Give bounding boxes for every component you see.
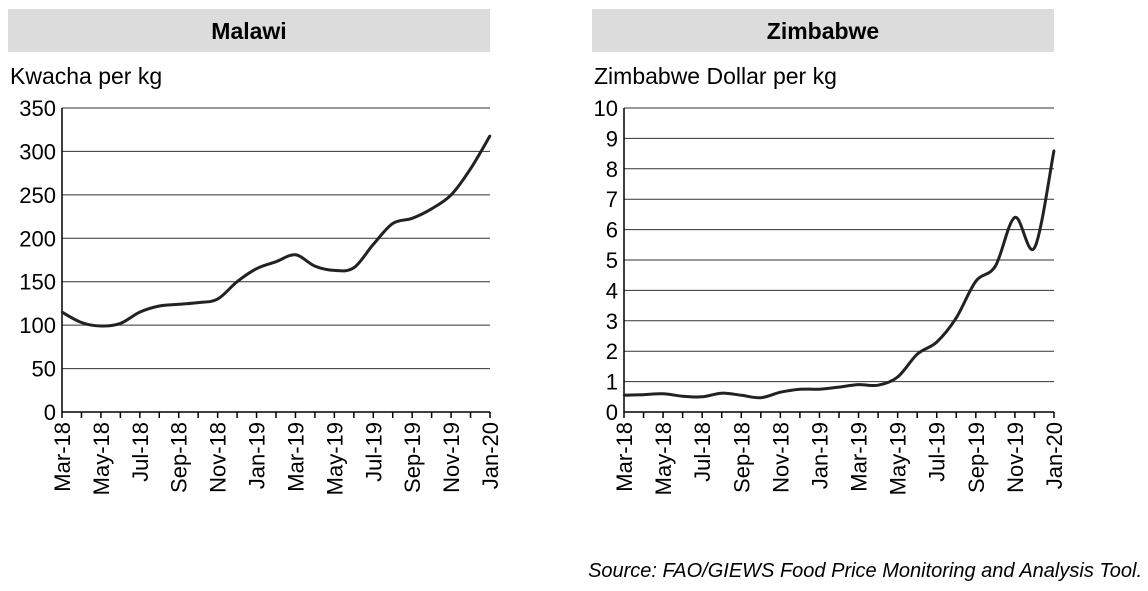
chart-1-data-point-10 <box>255 267 258 270</box>
chart-1-y-tick-label-7: 350 <box>19 96 56 121</box>
chart-2-data-point-0 <box>622 394 626 397</box>
chart-1-x-tick-label-12: Mar-19 <box>283 422 308 492</box>
chart-1-data-point-8 <box>216 297 219 301</box>
chart-2-data-point-16 <box>935 340 938 344</box>
chart-1-data-point-16 <box>372 243 375 246</box>
chart-1-x-tick-label-16: Jul-19 <box>361 422 386 482</box>
chart-2-data-point-15 <box>916 353 919 356</box>
chart-1-y-tick-label-0: 0 <box>44 400 56 425</box>
chart-2-data-point-12 <box>857 383 860 386</box>
chart-2-y-tick-label-7: 7 <box>606 187 618 212</box>
chart-2-x-tick-label-6: Sep-18 <box>729 422 754 493</box>
chart-2-data-point-18 <box>974 280 977 283</box>
chart-2-y-tick-label-3: 3 <box>606 309 618 334</box>
chart-1-data-point-17 <box>391 222 394 225</box>
chart-1-data-point-12 <box>294 253 297 256</box>
chart-2-x-tick-label-20: Nov-19 <box>1003 422 1028 493</box>
chart-1-title-bar <box>8 9 490 52</box>
chart-1-data-point-5 <box>158 304 161 308</box>
chart-1-x-tick-label-14: May-19 <box>322 422 347 495</box>
chart-1-title: Malawi <box>211 18 286 44</box>
chart-2-x-tick-label-22: Jan-20 <box>1042 422 1067 489</box>
chart-1-data-point-21 <box>469 167 472 170</box>
chart-2-data-point-10 <box>818 388 821 391</box>
chart-2-title: Zimbabwe <box>767 18 879 44</box>
chart-1-data-point-18 <box>411 217 414 220</box>
chart-2-title-bar <box>592 9 1054 52</box>
chart-1-x-tick-label-20: Nov-19 <box>439 422 464 493</box>
chart-2-data-point-7 <box>759 396 762 399</box>
chart-1-x-tick-label-6: Sep-18 <box>167 422 192 493</box>
chart-2-y-tick-label-9: 9 <box>606 126 618 151</box>
chart-2-x-tick-label-0: Mar-18 <box>612 422 637 492</box>
chart-2-data-point-17 <box>955 316 958 319</box>
chart-2-data-point-21 <box>1033 246 1036 249</box>
chart-2-x-tick-label-2: May-18 <box>651 422 676 495</box>
chart-1-y-tick-label-3: 150 <box>19 270 56 295</box>
chart-1-x-tick-label-18: Sep-19 <box>400 422 425 493</box>
chart-1-data-point-20 <box>449 193 453 197</box>
chart-1-y-axis-label: Kwacha per kg <box>10 63 162 89</box>
chart-2-x-tick-label-4: Jul-18 <box>690 422 715 482</box>
chart-2-y-tick-label-6: 6 <box>606 218 618 243</box>
chart-1-data-point-14 <box>333 269 336 272</box>
chart-2-data-point-19 <box>994 264 997 268</box>
chart-1-y-tick-label-2: 100 <box>19 313 56 338</box>
chart-1-data-point-2 <box>99 324 103 328</box>
chart-2-x-tick-label-16: Jul-19 <box>925 422 950 482</box>
chart-2-data-point-2 <box>661 392 665 395</box>
chart-1-x-tick-label-22: Jan-20 <box>478 422 503 489</box>
chart-1-x-tick-label-4: Jul-18 <box>128 422 153 482</box>
chart-1-series-line-0 <box>61 135 492 328</box>
chart-1-data-point-1 <box>80 321 83 324</box>
chart-1-data-point-11 <box>274 260 278 263</box>
chart-1-data-point-9 <box>235 280 239 283</box>
chart-2-x-tick-label-14: May-19 <box>886 422 911 495</box>
source-note: Source: FAO/GIEWS Food Price Monitoring … <box>588 560 1142 582</box>
chart-2-y-tick-label-4: 4 <box>606 278 618 303</box>
chart-1-data-point-15 <box>352 266 355 269</box>
chart-2-data-point-9 <box>798 388 802 391</box>
chart-2-series-line-0 <box>623 150 1056 400</box>
chart-1-x-tick-label-0: Mar-18 <box>50 422 75 492</box>
chart-2-data-point-20 <box>1013 216 1017 219</box>
chart-1-data-point-4 <box>138 310 141 314</box>
chart-1-data-point-3 <box>119 322 122 325</box>
chart-2-x-tick-label-10: Jan-19 <box>807 422 832 489</box>
chart-2-data-point-6 <box>740 394 743 397</box>
chart-1-y-tick-label-1: 50 <box>32 357 56 382</box>
chart-1-x-tick-label-10: Jan-19 <box>245 422 270 489</box>
chart-2-y-tick-label-0: 0 <box>606 400 618 425</box>
chart-2-data-point-5 <box>720 392 723 395</box>
chart-1-data-point-22 <box>488 134 492 137</box>
chart-1-data-point-0 <box>60 310 64 314</box>
chart-2-x-tick-label-18: Sep-19 <box>964 422 989 493</box>
chart-1-y-tick-label-6: 300 <box>19 139 56 164</box>
chart-2-y-tick-label-1: 1 <box>606 370 618 395</box>
chart-2-x-tick-label-8: Nov-18 <box>768 422 793 493</box>
chart-2-y-axis-label: Zimbabwe Dollar per kg <box>594 63 837 89</box>
chart-2-y-tick-label-8: 8 <box>606 157 618 182</box>
chart-2-y-tick-label-2: 2 <box>606 339 618 364</box>
chart-1-y-tick-label-5: 250 <box>19 183 56 208</box>
chart-2-data-point-22 <box>1052 149 1056 152</box>
chart-2-data-point-13 <box>876 384 880 387</box>
chart-1-data-point-13 <box>313 264 317 268</box>
chart-2-data-point-3 <box>681 395 684 398</box>
chart-2-data-point-4 <box>701 395 704 398</box>
chart-1-x-tick-label-2: May-18 <box>89 422 114 495</box>
chart-1-data-point-7 <box>197 301 200 304</box>
chart-2-data-point-11 <box>837 385 841 389</box>
chart-2-y-tick-label-10: 10 <box>594 96 618 121</box>
chart-2-data-point-1 <box>642 393 645 396</box>
chart-1-data-point-19 <box>430 207 433 210</box>
chart-1-y-tick-label-4: 200 <box>19 226 56 251</box>
chart-2-data-point-8 <box>779 391 782 394</box>
chart-2-y-tick-label-5: 5 <box>606 248 618 273</box>
chart-2-x-tick-label-12: Mar-19 <box>847 422 872 492</box>
chart-2-data-point-14 <box>896 375 899 379</box>
chart-1-data-point-6 <box>177 303 180 306</box>
chart-1-x-tick-label-8: Nov-18 <box>206 422 231 493</box>
